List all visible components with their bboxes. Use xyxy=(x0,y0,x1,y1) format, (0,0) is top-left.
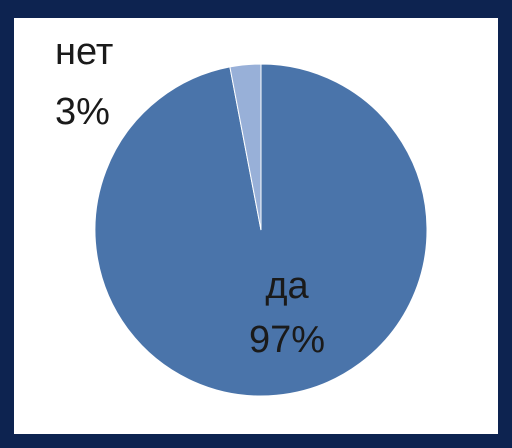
slice-percent-yes: 97% xyxy=(249,319,325,361)
slice-label-no: нет xyxy=(55,31,113,73)
slice-label-yes: да xyxy=(265,265,309,307)
pie-slices xyxy=(94,63,428,397)
pie-slice-no xyxy=(229,63,262,231)
slice-percent-no: 3% xyxy=(55,91,110,133)
